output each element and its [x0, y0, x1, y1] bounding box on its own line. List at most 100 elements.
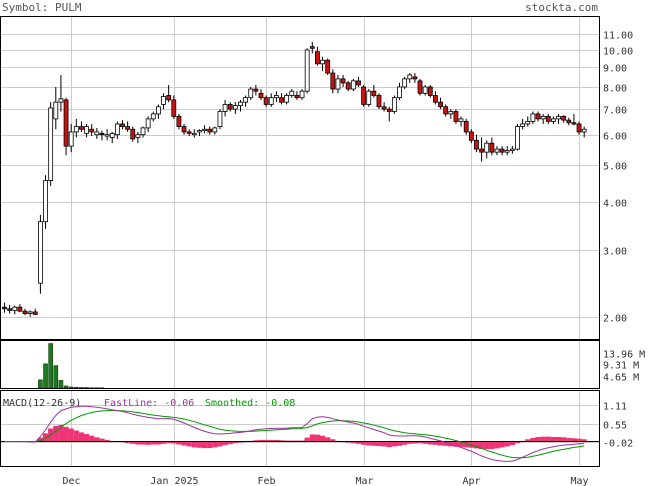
- candle: [171, 95, 177, 119]
- candle-body-down: [176, 115, 182, 127]
- candle: [84, 123, 89, 138]
- candle-body-down: [489, 142, 495, 153]
- candle-body-up: [53, 101, 59, 120]
- candle-body-down: [356, 80, 361, 86]
- candle: [155, 104, 161, 119]
- candle: [27, 310, 33, 317]
- macd-smoothed-line: [4, 410, 585, 459]
- candle: [299, 89, 305, 100]
- grid-lines: [1, 17, 599, 466]
- macd-histogram-bar: [473, 441, 480, 449]
- macd-histogram-bar: [350, 441, 356, 444]
- volume-bar: [38, 379, 43, 389]
- price-tick-label: 4.00: [603, 199, 627, 210]
- candle-body-up: [530, 113, 536, 122]
- candle-body-up: [540, 115, 546, 120]
- candle-body-down: [79, 126, 84, 130]
- candle-body-down: [453, 111, 459, 122]
- candle: [294, 91, 300, 100]
- candle: [499, 146, 505, 156]
- axis-labels: Dec Jan 2025 Feb Mar Apr May 11.00 10.00 9.00 8.0…: [62, 31, 645, 486]
- macd-histogram-bar: [253, 440, 259, 442]
- candle: [130, 126, 136, 142]
- candle: [315, 46, 320, 66]
- candle: [79, 121, 84, 132]
- candle-body-up: [509, 148, 515, 152]
- macd-histogram-bar: [581, 439, 587, 442]
- macd-histogram-bar: [386, 441, 392, 448]
- candle: [186, 129, 192, 137]
- macd-histogram-bar: [366, 441, 372, 446]
- price-tick-label: 9.00: [603, 64, 627, 75]
- candle-body-down: [376, 95, 382, 108]
- candle-body-up: [135, 134, 141, 138]
- macd-histogram-bar: [222, 441, 228, 446]
- candle: [330, 69, 336, 94]
- volume-bar: [53, 365, 59, 389]
- macd-histogram-bar: [68, 428, 74, 442]
- candle: [104, 129, 110, 141]
- candle: [284, 93, 290, 105]
- candle: [73, 118, 79, 138]
- price-tick-label: 11.00: [603, 31, 633, 42]
- candle-body-up: [150, 113, 156, 120]
- macd-histogram-bar: [176, 441, 182, 445]
- candle-body-up: [350, 80, 356, 90]
- candle-body-up: [422, 86, 428, 94]
- x-tick-label: Mar: [355, 476, 373, 486]
- macd-histogram-bar: [540, 436, 546, 442]
- candle-body-up: [114, 123, 120, 136]
- macd-histogram-bar: [325, 437, 331, 442]
- candle-body-up: [84, 126, 89, 134]
- candle: [32, 308, 38, 316]
- candle-body-down: [340, 78, 346, 84]
- candle-body-down: [545, 115, 551, 122]
- candle: [335, 74, 341, 94]
- candle: [222, 99, 228, 117]
- candle: [504, 146, 510, 156]
- candle: [89, 123, 95, 137]
- candle-body-down: [433, 95, 438, 103]
- macd-histogram-bar: [130, 441, 136, 444]
- candle: [453, 109, 459, 124]
- macd-histogram-bar: [535, 436, 541, 442]
- price-tick-label: 5.00: [603, 162, 627, 173]
- candle-body-down: [535, 113, 541, 120]
- candle: [207, 126, 213, 135]
- macd-histogram-bar: [314, 434, 321, 442]
- volume-frame: [0, 340, 600, 389]
- candle: [181, 123, 187, 135]
- candle: [515, 123, 520, 151]
- macd-histogram-bar: [545, 436, 551, 442]
- macd-histogram-bar: [268, 439, 274, 442]
- macd-histogram-bar: [201, 441, 208, 449]
- candle: [525, 116, 531, 127]
- macd-histogram-bar: [561, 437, 567, 442]
- candle-body-down: [2, 306, 7, 310]
- candle-body-down: [130, 128, 136, 140]
- candle-body-up: [484, 142, 490, 153]
- macd-fast-label: FastLine: -0.06: [104, 398, 194, 409]
- candle-body-up: [38, 221, 43, 284]
- macd-histogram-bar: [145, 441, 151, 445]
- candle: [176, 113, 182, 130]
- candle-body-up: [402, 78, 408, 88]
- candle: [12, 305, 18, 315]
- macd-histogram-bar: [571, 438, 577, 442]
- candle: [356, 76, 361, 87]
- macd-histogram-bar: [89, 435, 95, 442]
- candle: [561, 115, 567, 123]
- candle: [232, 102, 238, 114]
- candle-body-up: [494, 148, 500, 153]
- candle-body-up: [391, 97, 397, 112]
- macd-histogram-bar: [212, 441, 218, 448]
- candle: [422, 84, 428, 96]
- candle-body-down: [463, 121, 469, 133]
- candle-body-up: [212, 127, 218, 133]
- candle: [253, 84, 259, 96]
- candle: [243, 95, 249, 107]
- candle-body-up: [43, 180, 48, 223]
- candle: [140, 126, 146, 138]
- candle-body-down: [253, 88, 259, 92]
- macd-smoothed-label: Smoothed: -0.08: [205, 398, 295, 409]
